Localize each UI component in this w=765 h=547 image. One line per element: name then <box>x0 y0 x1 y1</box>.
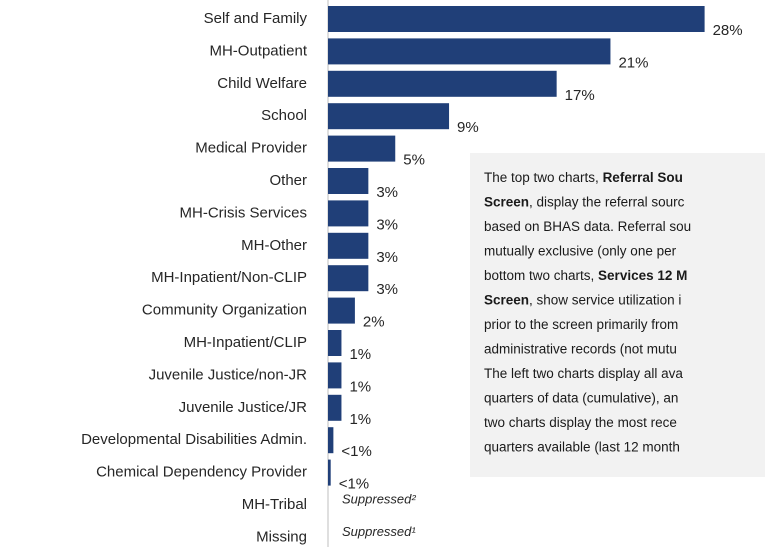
category-label: Other <box>269 172 307 189</box>
category-label: MH-Tribal <box>242 496 307 513</box>
value-label: 2% <box>363 314 385 331</box>
note-line: Screen, show service utilization i <box>484 292 681 307</box>
note-text: administrative records (not mutu <box>484 341 677 356</box>
note-line: two charts display the most rece <box>484 415 677 430</box>
note-text: quarters available (last 12 month <box>484 439 680 454</box>
note-line: mutually exclusive (only one per <box>484 243 677 258</box>
category-label: Medical Provider <box>195 140 307 157</box>
value-label: 21% <box>618 54 648 71</box>
category-label: Self and Family <box>204 10 308 27</box>
bar <box>328 394 342 421</box>
category-label: School <box>261 107 307 124</box>
note-text: , show service utilization i <box>529 292 681 307</box>
category-label: Juvenile Justice/JR <box>179 399 308 416</box>
category-label: MH-Other <box>241 237 307 254</box>
value-label: Suppressed² <box>342 491 416 506</box>
bar <box>328 200 369 227</box>
note: The top two charts, Referral SouScreen, … <box>484 170 691 455</box>
note-text: The left two charts display all ava <box>484 366 683 381</box>
bar <box>328 70 557 97</box>
value-label: 1% <box>349 378 371 395</box>
note-text: Screen <box>484 194 529 209</box>
category-label: MH-Inpatient/CLIP <box>184 334 307 351</box>
bar <box>328 103 450 130</box>
bar <box>328 232 369 259</box>
category-label: MH-Inpatient/Non-CLIP <box>151 269 307 286</box>
value-label: 1% <box>349 346 371 363</box>
note-text: quarters of data (cumulative), an <box>484 390 678 405</box>
note-text: prior to the screen primarily from <box>484 317 678 332</box>
bar <box>328 459 331 486</box>
category-label: Child Welfare <box>217 75 307 92</box>
note-box <box>470 153 765 477</box>
bar <box>328 427 334 454</box>
note-line: administrative records (not mutu <box>484 341 677 356</box>
value-label: 9% <box>457 119 479 136</box>
value-label: 3% <box>376 184 398 201</box>
note-line: Screen, display the referral sourc <box>484 194 685 209</box>
bar <box>328 330 342 356</box>
bar <box>328 297 355 324</box>
note-line: based on BHAS data. Referral sou <box>484 219 691 234</box>
note-line: The top two charts, Referral Sou <box>484 170 683 185</box>
note-text: , display the referral sourc <box>529 194 685 209</box>
value-label: Suppressed¹ <box>342 524 416 539</box>
value-label: <1% <box>341 443 371 460</box>
category-label: MH-Outpatient <box>209 42 307 59</box>
note-line: quarters of data (cumulative), an <box>484 390 678 405</box>
bar <box>328 38 611 65</box>
category-label: Community Organization <box>142 302 307 319</box>
note-text: Referral Sou <box>603 170 683 185</box>
value-label: 5% <box>403 152 425 169</box>
category-label: Developmental Disabilities Admin. <box>81 431 307 448</box>
note-text: mutually exclusive (only one per <box>484 243 677 258</box>
category-label: Juvenile Justice/non-JR <box>149 366 308 383</box>
value-label: 28% <box>713 22 743 39</box>
note-text: bottom two charts, <box>484 268 598 283</box>
note-line: prior to the screen primarily from <box>484 317 678 332</box>
note-line: The left two charts display all ava <box>484 366 683 381</box>
value-label: 3% <box>376 216 398 233</box>
bar <box>328 265 369 292</box>
note-line: bottom two charts, Services 12 M <box>484 268 687 283</box>
value-label: <1% <box>339 476 369 493</box>
note-line: quarters available (last 12 month <box>484 439 680 454</box>
note-text: based on BHAS data. Referral sou <box>484 219 691 234</box>
value-label: 17% <box>565 87 595 104</box>
category-label: MH-Crisis Services <box>180 204 308 221</box>
note-text: The top two charts, <box>484 170 603 185</box>
value-label: 1% <box>349 411 371 428</box>
value-label: 3% <box>376 281 398 298</box>
bar <box>328 135 396 162</box>
note-text: Screen <box>484 292 529 307</box>
note-text: two charts display the most rece <box>484 415 677 430</box>
category-label: Missing <box>256 528 307 545</box>
bar <box>328 6 705 32</box>
value-label: 3% <box>376 249 398 266</box>
category-label: Chemical Dependency Provider <box>96 464 307 481</box>
note-text: Services 12 M <box>598 268 687 283</box>
bar <box>328 168 369 194</box>
bar <box>328 362 342 389</box>
